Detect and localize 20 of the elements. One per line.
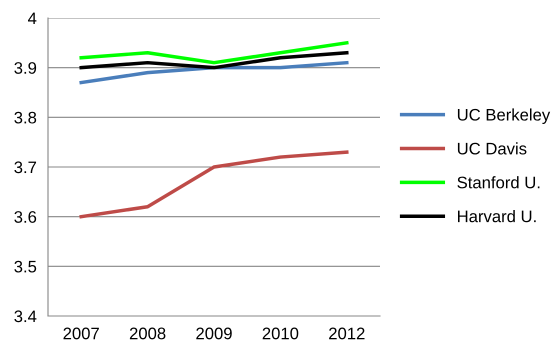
legend-label: UC Berkeley [458, 108, 550, 124]
line-series [79, 51, 349, 70]
legend-label: UC Davis [458, 142, 526, 155]
line-series [79, 41, 349, 64]
y-tick-label: 3.4 [14, 310, 36, 322]
y-tick-label: 3.7 [14, 161, 36, 174]
legend-label: Stanford U. [457, 176, 540, 188]
legend-label: Harvard U. [458, 210, 536, 222]
x-tick-label: 2007 [64, 328, 99, 340]
y-tick-label: 3.8 [14, 112, 36, 124]
line-series [79, 150, 349, 218]
x-tick-label: 2008 [130, 328, 166, 340]
x-tick-label: 2009 [196, 328, 232, 340]
line-series [79, 60, 349, 84]
y-tick-label: 4 [28, 12, 36, 24]
y-tick-label: 3.5 [14, 260, 36, 273]
x-tick-label: 2010 [262, 328, 298, 340]
x-tick-label: 2012 [329, 328, 365, 340]
y-tick-label: 3.9 [14, 62, 36, 74]
y-tick-label: 3.6 [14, 211, 36, 223]
